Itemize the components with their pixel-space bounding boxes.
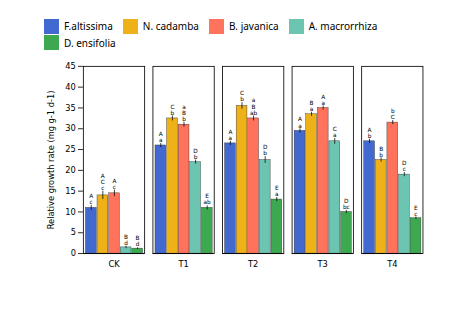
svg-text:Cb: Cb	[240, 90, 244, 102]
svg-text:10: 10	[65, 207, 76, 217]
svg-text:Ca: Ca	[333, 126, 337, 138]
svg-text:5: 5	[71, 227, 76, 237]
svg-text:Ba: Ba	[310, 100, 314, 112]
svg-text:0: 0	[71, 248, 76, 258]
svg-text:T3: T3	[317, 259, 328, 269]
svg-text:T4: T4	[386, 259, 397, 269]
html-text:D. ensifolia: D. ensifolia	[64, 35, 116, 50]
html-text:A. macrorrhiza: A. macrorrhiza	[308, 19, 378, 34]
svg-text:Eab: Eab	[204, 193, 212, 205]
svg-text:Aa: Aa	[298, 116, 302, 128]
svg-text:CK: CK	[108, 259, 120, 269]
svg-text:bC: bC	[391, 108, 395, 120]
svg-text:T1: T1	[177, 259, 188, 269]
svg-text:25: 25	[65, 144, 76, 154]
svg-text:Ea: Ea	[275, 185, 279, 197]
svg-text:Aa: Aa	[159, 131, 163, 143]
svg-text:40: 40	[65, 82, 76, 92]
svg-text:20: 20	[65, 165, 76, 175]
svg-text:Ac: Ac	[112, 178, 116, 190]
svg-text:aBb: aBb	[182, 104, 186, 122]
svg-text:aBab: aBab	[250, 97, 258, 115]
svg-text:30: 30	[65, 123, 76, 133]
svg-text:15: 15	[65, 186, 76, 196]
svg-text:Bd: Bd	[124, 234, 128, 246]
svg-text:Ab: Ab	[368, 127, 372, 139]
html-text:B. javanica: B. javanica	[229, 19, 279, 34]
svg-text:Ac: Ac	[89, 193, 93, 205]
svg-text:Db: Db	[193, 148, 198, 160]
svg-text:Db: Db	[263, 144, 268, 156]
svg-text:Aa: Aa	[321, 94, 325, 106]
svg-text:45: 45	[65, 61, 76, 71]
svg-text:Dbc: Dbc	[343, 198, 350, 210]
svg-text:Ec: Ec	[414, 205, 418, 217]
html-text:N. cadamba: N. cadamba	[142, 19, 199, 34]
svg-text:ACc: ACc	[101, 173, 105, 191]
svg-text:Relative growth rate (mg g-1 d: Relative growth rate (mg g-1 d-1)	[46, 91, 56, 230]
svg-text:Dc: Dc	[402, 160, 407, 172]
svg-text:Bb: Bb	[379, 146, 383, 158]
svg-text:T2: T2	[247, 259, 258, 269]
svg-text:Aa: Aa	[228, 129, 232, 141]
svg-text:Cb: Cb	[170, 104, 174, 116]
svg-text:35: 35	[65, 103, 76, 113]
html-text:F.altissima: F.altissima	[64, 19, 113, 34]
svg-text:Bd: Bd	[136, 235, 140, 247]
